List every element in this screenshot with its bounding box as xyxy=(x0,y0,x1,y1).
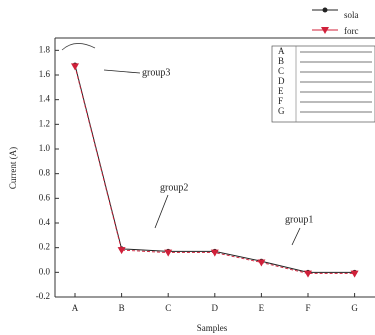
y-tick-label: 1.6 xyxy=(39,69,51,79)
x-tick-label: F xyxy=(305,303,310,313)
group1-arrow xyxy=(291,227,301,246)
annotation: group3 xyxy=(142,67,170,78)
point xyxy=(350,270,359,278)
y-tick-label: 0.4 xyxy=(39,217,51,227)
table-key: G xyxy=(278,106,285,116)
legend-marker xyxy=(322,7,328,13)
x-tick-label: G xyxy=(351,303,358,313)
y-tick-label: 1.0 xyxy=(39,143,51,153)
y-tick-label: 1.4 xyxy=(39,94,51,104)
legend-marker xyxy=(321,27,329,34)
table-key: A xyxy=(278,46,285,56)
sample-table xyxy=(271,45,375,123)
y-tick-label: 0.8 xyxy=(39,168,51,178)
y-tick-label: 1.8 xyxy=(39,44,51,54)
x-tick-label: E xyxy=(259,303,265,313)
point xyxy=(257,259,266,267)
legend-label: forc xyxy=(344,26,359,36)
point xyxy=(71,63,79,71)
table-key: D xyxy=(278,76,285,86)
group3-arrow xyxy=(103,69,141,74)
y-tick-label: 0.0 xyxy=(39,266,51,276)
annotation: group2 xyxy=(160,182,188,193)
y-tick-label: 0.6 xyxy=(39,192,51,202)
point xyxy=(164,249,173,257)
point xyxy=(117,247,126,255)
y-axis-title: Current (A) xyxy=(8,147,18,189)
point xyxy=(304,270,312,278)
table-key: F xyxy=(278,96,283,106)
table-key: E xyxy=(278,86,284,96)
point xyxy=(210,249,219,257)
x-tick-label: D xyxy=(212,303,219,313)
x-tick-label: B xyxy=(119,303,125,313)
annotation: group1 xyxy=(285,214,313,225)
group3-bracket xyxy=(61,43,96,51)
x-tick-label: C xyxy=(165,303,171,313)
group2-arrow xyxy=(154,194,169,229)
table-key: B xyxy=(278,56,284,66)
table-key: C xyxy=(278,66,284,76)
y-tick-label: 0.2 xyxy=(39,242,50,252)
y-tick-label: 1.2 xyxy=(39,118,50,128)
x-tick-label: A xyxy=(72,303,79,313)
x-axis-title: Samples xyxy=(197,323,228,333)
y-tick-label: -0.2 xyxy=(36,291,50,301)
legend-label: sola xyxy=(344,10,359,20)
